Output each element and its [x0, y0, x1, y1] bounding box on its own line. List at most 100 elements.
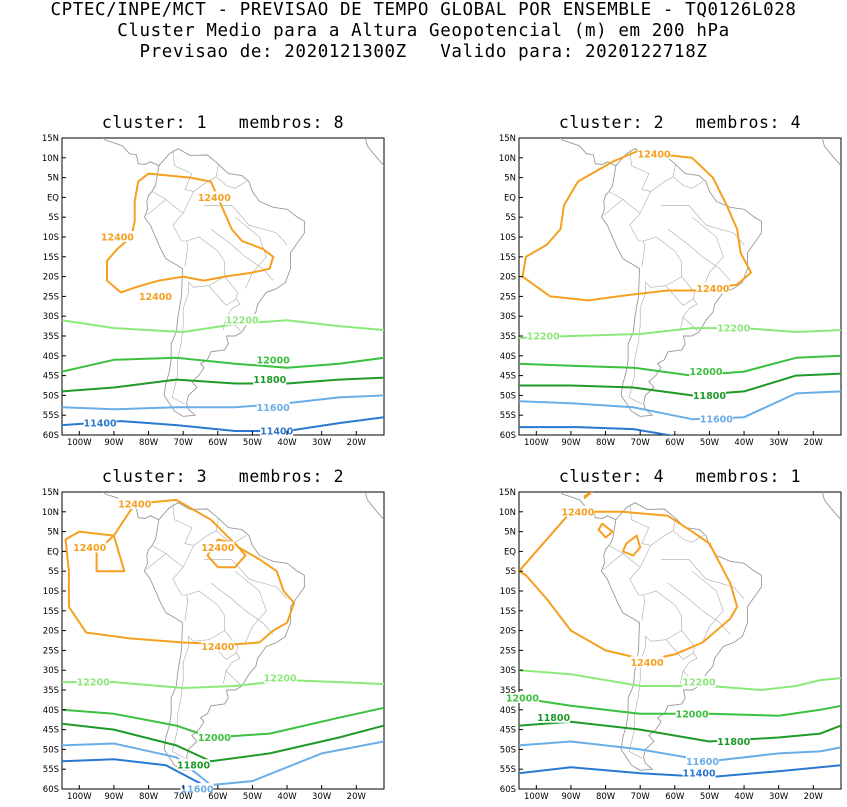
header-title-line3: Previsao de: 2020121300Z Valido para: 20… [139, 42, 708, 62]
lat-tick-label: 15S [500, 253, 516, 263]
contour-label-bg [689, 365, 723, 377]
lat-tick-label: 20S [43, 273, 59, 283]
lat-tick-label: 35S [43, 686, 59, 696]
country-border [603, 199, 624, 216]
lon-tick-label: 40W [277, 438, 297, 448]
chart-header: CPTEC/INPE/MCT - PREVISAO DE TEMPO GLOBA… [0, 0, 847, 63]
plot-frame [518, 491, 842, 790]
country-border [186, 236, 225, 288]
lon-tick-label: 30W [769, 792, 789, 802]
lon-tick-label: 80W [139, 792, 159, 802]
isoline-12400 [583, 492, 593, 499]
country-border [165, 503, 195, 568]
country-border [208, 276, 238, 306]
lon-tick-label: 80W [596, 438, 616, 448]
contour-label: 12200 [226, 316, 259, 327]
country-border [691, 216, 724, 289]
lon-tick-label: 100W [67, 438, 92, 448]
contour-label-bg [675, 707, 709, 719]
lat-tick-label: EQ [504, 547, 516, 557]
isoline-12200 [519, 327, 841, 339]
country-border [629, 567, 646, 621]
lat-tick-label: 25S [43, 646, 59, 656]
contour-label-bg [696, 282, 730, 294]
contour-label: 12400 [201, 543, 234, 554]
contour-label-bg [201, 541, 235, 553]
lat-tick-label: 30S [43, 312, 59, 322]
lat-tick-label: 15N [42, 488, 59, 498]
south-america-coastline [143, 148, 305, 417]
lat-tick-label: 15S [43, 607, 59, 617]
lon-tick-label: 50W [700, 438, 720, 448]
country-border [682, 652, 698, 686]
contour-label: 12000 [257, 355, 290, 366]
contour-label: 12400 [631, 658, 664, 669]
lon-tick-label: 50W [243, 792, 263, 802]
country-border [667, 582, 731, 635]
lon-tick-label: 60W [208, 792, 228, 802]
isoline-11800 [519, 372, 841, 397]
contour-label-bg [225, 314, 259, 326]
lat-tick-label: 20S [500, 627, 516, 637]
plot-frame [61, 137, 385, 436]
country-border [193, 164, 219, 192]
lat-tick-label: 5N [47, 528, 59, 538]
lat-tick-label: 30S [500, 666, 516, 676]
lon-tick-label: 20W [804, 792, 824, 802]
contour-label-bg [717, 735, 751, 747]
country-border [234, 216, 267, 289]
country-border [650, 164, 676, 192]
isoline-12400 [621, 534, 642, 557]
country-border [661, 205, 745, 246]
contour-label: 12400 [101, 233, 134, 244]
country-border [172, 567, 189, 621]
country-border [680, 316, 684, 331]
isoline-11600 [519, 390, 841, 421]
contour-label: 12400 [561, 507, 594, 518]
isoline-12000 [62, 356, 384, 373]
country-border [204, 205, 288, 246]
contour-label: 12200 [77, 678, 110, 689]
country-border [234, 570, 267, 643]
country-border [628, 636, 647, 759]
contour-label: 11800 [253, 375, 286, 386]
isoline-12400 [519, 510, 739, 662]
lat-tick-label: EQ [504, 193, 516, 203]
country-border [691, 570, 724, 643]
contour-label-bg [717, 322, 751, 334]
lon-tick-label: 60W [208, 438, 228, 448]
isoline-12200 [519, 669, 841, 691]
lat-tick-label: 45S [500, 726, 516, 736]
contour-label: 11400 [683, 769, 716, 780]
panel-title: cluster: 2 membros: 4 [558, 113, 802, 132]
lat-tick-label: 35S [500, 332, 516, 342]
lat-tick-label: 50S [43, 745, 59, 755]
contour-label: 11600 [257, 403, 290, 414]
south-america-coastline [600, 502, 762, 771]
map-panel-cluster-3: cluster: 3 membros: 2 12400 12400 12400 124… [0, 467, 420, 807]
contour-label: 12400 [201, 642, 234, 653]
lon-tick-label: 80W [596, 792, 616, 802]
country-border [165, 149, 195, 214]
contour-label-bg [682, 676, 716, 688]
country-border [622, 149, 652, 214]
contour-label-bg [260, 425, 294, 437]
contour-label: 12400 [139, 292, 172, 303]
lat-tick-label: 10S [43, 587, 59, 597]
lat-tick-label: 40S [43, 706, 59, 716]
africa-coastline [822, 138, 841, 166]
contour-label-bg [692, 389, 726, 401]
lat-tick-label: 50S [500, 745, 516, 755]
contour-label-bg [83, 417, 117, 429]
isoline-12000 [519, 696, 841, 717]
country-border [672, 530, 704, 543]
lat-tick-label: 45S [43, 726, 59, 736]
contour-label-bg [630, 656, 664, 668]
isoline-11800 [62, 376, 384, 393]
map-panel-cluster-4: cluster: 4 membros: 1 12400 12400 12200 120… [457, 467, 847, 807]
africa-coastline [822, 492, 841, 520]
lat-tick-label: 40S [43, 352, 59, 362]
isoline-11600 [62, 394, 384, 411]
lon-tick-label: 90W [104, 792, 124, 802]
contour-label: 11800 [717, 737, 750, 748]
